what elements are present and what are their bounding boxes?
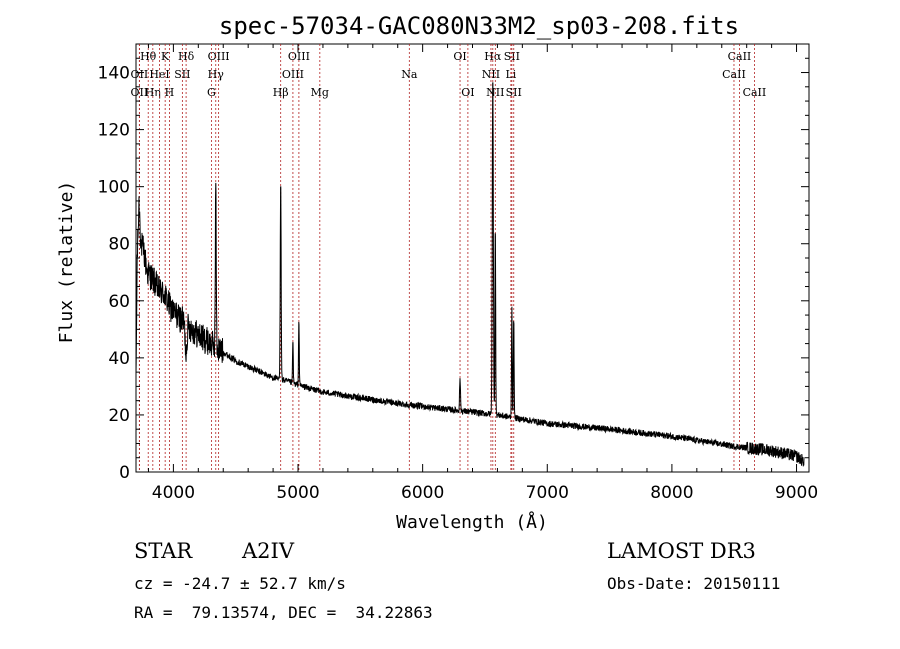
spectrum-line — [135, 82, 805, 467]
line-marker-label: SII — [504, 50, 520, 63]
line-marker-label: Hη — [145, 86, 161, 99]
line-marker-label: OIII — [288, 50, 310, 63]
y-tick-label: 0 — [119, 463, 130, 483]
line-marker-label: SII — [506, 86, 522, 99]
x-axis-label: Wavelength (Å) — [396, 511, 548, 533]
line-marker-label: NII — [482, 68, 500, 81]
line-marker-label: CaII — [743, 86, 767, 99]
line-marker-label: Hγ — [208, 68, 225, 81]
x-tick-label: 4000 — [152, 483, 195, 503]
line-marker-label: OIII — [208, 50, 230, 63]
y-tick-label: 140 — [98, 64, 130, 84]
line-marker-label: NII — [486, 86, 504, 99]
y-axis-label: Flux (relative) — [56, 181, 77, 344]
x-tick-label: 8000 — [650, 483, 693, 503]
line-marker-label: Na — [401, 68, 418, 81]
coordinates: RA = 79.13574, DEC = 34.22863 — [134, 603, 433, 622]
line-marker-label: G — [207, 86, 216, 99]
x-tick-label: 5000 — [276, 483, 319, 503]
line-marker-label: OI — [461, 86, 474, 99]
axis-ticks: 4000 5000 6000 7000 8000 9000 0 20 40 60 80 100 120 1… — [98, 44, 818, 503]
chart-title: spec-57034-GAC080N33M2_sp03-208.fits — [219, 12, 739, 40]
line-marker-label: Hθ — [140, 50, 157, 63]
line-marker-label: SII — [174, 68, 190, 81]
line-marker-label: Mg — [311, 86, 329, 99]
line-marker-label: OI — [453, 50, 466, 63]
line-marker-label: Hα — [484, 50, 502, 63]
line-marker-label: Hδ — [178, 50, 195, 63]
line-marker-label: CaII — [722, 68, 746, 81]
line-marker-label: CaII — [728, 50, 752, 63]
observation-date: Obs-Date: 20150111 — [607, 574, 781, 593]
survey-name: LAMOST DR3 — [607, 539, 756, 563]
line-marker-label: OII — [131, 86, 149, 99]
line-marker-label: OII — [131, 68, 149, 81]
spectral-subclass: A2IV — [242, 539, 294, 563]
line-marker-label: Hβ — [273, 86, 289, 99]
y-tick-label: 20 — [108, 406, 130, 426]
plot-frame — [135, 43, 810, 473]
redshift-velocity: cz = -24.7 ± 52.7 km/s — [134, 574, 346, 593]
x-tick-label: 9000 — [775, 483, 818, 503]
y-tick-label: 40 — [108, 349, 130, 369]
object-type: STAR — [134, 539, 193, 563]
line-marker-label: HeI — [149, 68, 169, 81]
line-marker-label: Li — [505, 68, 516, 81]
line-marker-label: H — [165, 86, 175, 99]
x-tick-label: 7000 — [526, 483, 569, 503]
y-tick-label: 120 — [98, 121, 130, 141]
y-tick-label: 100 — [98, 178, 130, 198]
y-tick-label: 80 — [108, 235, 130, 255]
y-tick-label: 60 — [108, 292, 130, 312]
x-tick-label: 6000 — [401, 483, 444, 503]
line-marker-label: OIII — [282, 68, 304, 81]
line-marker-label: K — [161, 50, 170, 63]
